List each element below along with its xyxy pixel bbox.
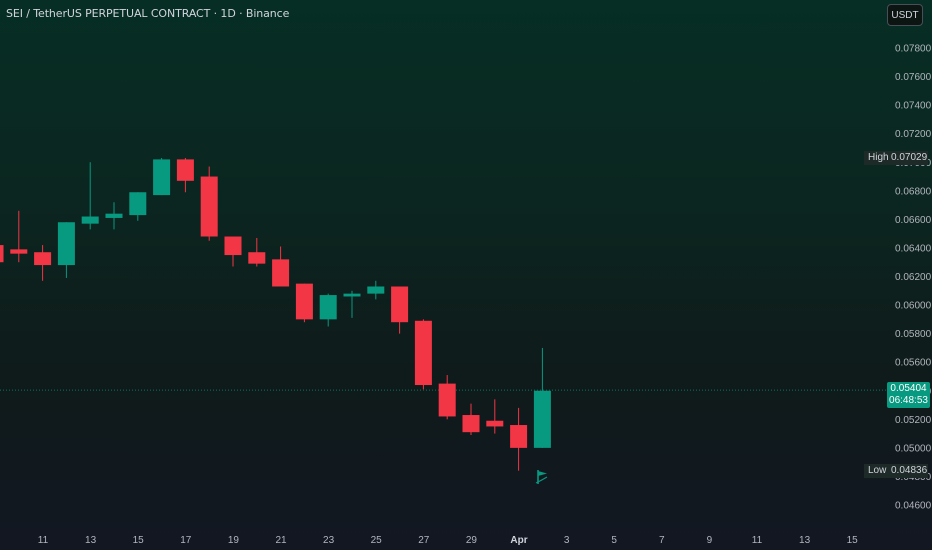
candle-body	[81, 216, 99, 224]
last-price-tag: 0.05404 06:48:53	[887, 382, 930, 408]
candle-body	[486, 420, 504, 427]
candle[interactable]	[248, 237, 266, 267]
y-tick-label: 0.04600	[895, 501, 932, 512]
x-tick-label: 3	[564, 535, 570, 546]
x-tick-label: 29	[466, 535, 478, 546]
low-value: 0.04836	[888, 464, 928, 478]
x-tick-label: 5	[611, 535, 617, 546]
x-tick-label: 23	[323, 535, 335, 546]
candle[interactable]	[272, 246, 290, 287]
y-tick-label: 0.05000	[895, 443, 932, 454]
candle[interactable]	[34, 245, 52, 281]
y-tick-label: 0.06200	[895, 272, 932, 283]
y-tick-label: 0.06800	[895, 186, 932, 197]
candle-body	[414, 320, 432, 386]
candle[interactable]	[367, 280, 385, 300]
high-value: 0.07029	[888, 151, 928, 165]
candle-body	[153, 159, 171, 196]
candle[interactable]	[200, 166, 218, 241]
candle[interactable]	[438, 375, 456, 420]
x-tick-label: 13	[799, 535, 811, 546]
candle[interactable]	[129, 192, 147, 221]
x-tick-label: 11	[38, 535, 49, 546]
candle-body	[462, 415, 480, 433]
candle[interactable]	[81, 162, 99, 230]
candles	[0, 157, 551, 471]
y-tick-label: 0.06600	[895, 215, 932, 226]
candle-body	[295, 283, 313, 320]
candle-body	[248, 252, 266, 264]
candle-body	[343, 293, 361, 297]
candle-body	[0, 245, 4, 263]
candle[interactable]	[105, 202, 123, 230]
countdown-value: 06:48:53	[889, 395, 928, 406]
candle[interactable]	[57, 222, 75, 278]
candle-body	[319, 295, 337, 320]
chart-title: SEI / TetherUS PERPETUAL CONTRACT · 1D ·…	[6, 7, 290, 20]
candle[interactable]	[533, 347, 551, 448]
candle[interactable]	[391, 286, 409, 334]
y-tick-label: 0.05800	[895, 329, 932, 340]
x-tick-label: 19	[228, 535, 240, 546]
high-label: High	[864, 151, 893, 165]
candle[interactable]	[486, 399, 504, 434]
currency-button[interactable]: USDT	[887, 4, 923, 26]
x-tick-label: 25	[371, 535, 383, 546]
candle[interactable]	[414, 319, 432, 390]
candle-body	[129, 192, 147, 216]
candle-body	[367, 286, 385, 294]
y-tick-label: 0.07600	[895, 72, 932, 83]
x-tick-label: 27	[418, 535, 430, 546]
x-axis: 11 13 15 17 19 21 23 25 27 29 Apr 3 5 7 9 11 13 15	[38, 535, 858, 546]
candle-body	[10, 249, 28, 254]
candle[interactable]	[176, 157, 194, 193]
candle[interactable]	[510, 407, 528, 471]
candle[interactable]	[343, 290, 361, 318]
y-tick-label: 0.07200	[895, 129, 932, 140]
candle-body	[224, 236, 242, 256]
x-tick-label: 15	[133, 535, 145, 546]
x-tick-label: 9	[707, 535, 713, 546]
y-tick-label: 0.05600	[895, 358, 932, 369]
x-tick-label: 21	[275, 535, 287, 546]
candle-body	[200, 176, 218, 237]
candle-body	[272, 259, 290, 287]
y-tick-label: 0.07400	[895, 101, 932, 112]
y-tick-label: 0.06400	[895, 243, 932, 254]
candle[interactable]	[295, 283, 313, 323]
candle-body	[57, 222, 75, 266]
candle[interactable]	[153, 157, 171, 196]
candle-body	[438, 383, 456, 417]
x-tick-label: 15	[847, 535, 859, 546]
flag-icon[interactable]	[535, 469, 549, 485]
candle-body	[34, 252, 52, 266]
y-axis: 0.078000.076000.074000.072000.070000.068…	[895, 44, 932, 512]
candle[interactable]	[319, 293, 337, 327]
candle-body	[510, 425, 528, 448]
candle-body	[391, 286, 409, 323]
x-tick-label: 17	[180, 535, 192, 546]
candle[interactable]	[10, 210, 28, 263]
candle-body	[533, 390, 551, 448]
candle-body	[105, 213, 123, 218]
x-tick-label: 11	[752, 535, 763, 546]
low-label: Low	[864, 464, 891, 478]
candle[interactable]	[224, 236, 242, 267]
candle[interactable]	[462, 403, 480, 436]
y-tick-label: 0.06000	[895, 301, 932, 312]
x-tick-label: 7	[659, 535, 665, 546]
candle-body	[176, 159, 194, 181]
y-tick-label: 0.07800	[895, 44, 932, 55]
last-price-value: 0.05404	[890, 383, 927, 394]
x-tick-label: Apr	[510, 535, 527, 546]
y-tick-label: 0.05200	[895, 415, 932, 426]
candle[interactable]	[0, 242, 4, 273]
x-tick-label: 13	[85, 535, 97, 546]
